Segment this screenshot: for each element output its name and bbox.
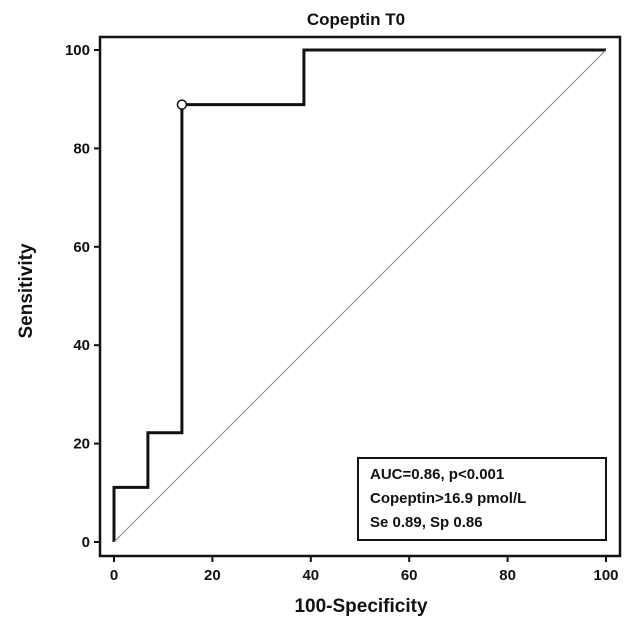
x-tick-label: 60 [401, 567, 418, 584]
optimal-cutoff-marker [176, 99, 188, 110]
annotation-line-auc: AUC=0.86, p<0.001 [370, 466, 504, 483]
annotation-frame [357, 457, 607, 541]
y-tick-label: 100 [65, 42, 90, 59]
plot-area: 0 20 40 60 80 100 0 20 40 60 80 100 [65, 35, 622, 584]
x-tick-label: 20 [204, 567, 221, 584]
y-tick-label: 20 [73, 436, 90, 453]
annotation-line-se-sp: Se 0.89, Sp 0.86 [370, 514, 483, 531]
x-tick-label: 0 [110, 567, 118, 584]
y-tick-label: 40 [73, 337, 90, 354]
annotation-line-cutoff: Copeptin>16.9 pmol/L [370, 490, 526, 507]
x-tick-label: 40 [302, 567, 319, 584]
reference-diagonal-line [113, 49, 607, 543]
y-tick-label: 60 [73, 239, 90, 256]
y-tick-label: 0 [82, 534, 90, 551]
y-axis-label: Sensitivity [16, 243, 37, 338]
x-tick-label: 100 [593, 567, 618, 584]
annotation-box: AUC=0.86, p<0.001 Copeptin>16.9 pmol/L S… [357, 457, 607, 541]
roc-curve [112, 48, 606, 542]
chart-title: Copeptin T0 [307, 10, 405, 29]
y-tick-label: 80 [73, 140, 90, 157]
plot-frame [98, 35, 622, 558]
x-tick-label: 80 [499, 567, 516, 584]
x-axis-label: 100-Specificity [294, 596, 427, 617]
